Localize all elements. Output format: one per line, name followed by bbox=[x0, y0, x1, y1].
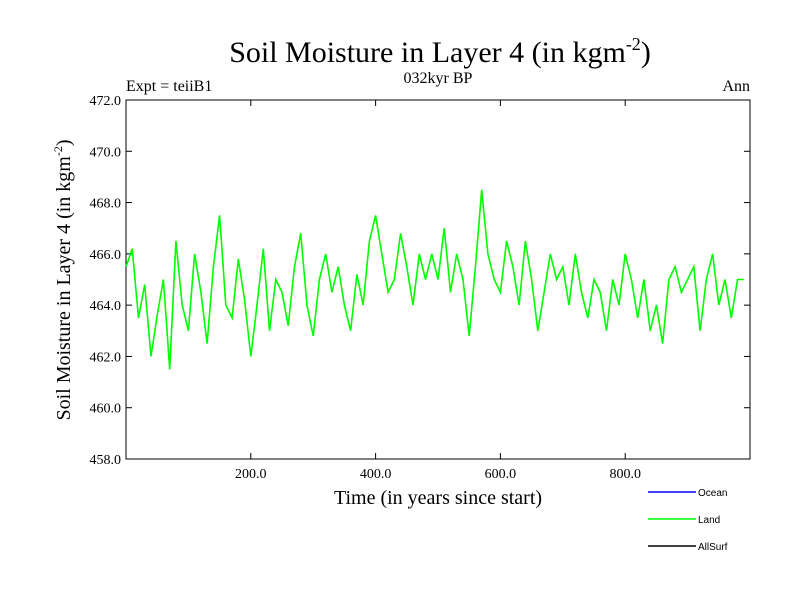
legend-label-allsurf: AllSurf bbox=[698, 542, 728, 553]
y-tick-label: 460.0 bbox=[90, 402, 122, 417]
legend: Ocean Land AllSurf bbox=[648, 488, 728, 553]
legend-label-ocean: Ocean bbox=[698, 488, 727, 499]
x-tick-label: 600.0 bbox=[485, 467, 517, 482]
series-land-line bbox=[125, 189, 744, 370]
y-tick-label: 466.0 bbox=[90, 248, 122, 263]
subtitle-left: Expt = teiiB1 bbox=[126, 78, 212, 95]
y-tick-label: 458.0 bbox=[90, 453, 122, 468]
chart-title: Soil Moisture in Layer 4 (in kgm-2) bbox=[229, 34, 651, 69]
x-tick-label: 200.0 bbox=[235, 467, 267, 482]
x-tick-label: 400.0 bbox=[360, 467, 392, 482]
y-axis-label: Soil Moisture in Layer 4 (in kgm-2) bbox=[51, 139, 75, 420]
series-layer bbox=[125, 189, 744, 370]
legend-label-land: Land bbox=[698, 515, 720, 526]
x-tick-label: 800.0 bbox=[609, 467, 641, 482]
x-axis: 200.0 400.0 600.0 800.0 bbox=[235, 100, 641, 482]
y-axis-label-end: ) bbox=[53, 139, 75, 146]
chart-title-end: ) bbox=[641, 36, 651, 69]
chart-title-superscript: -2 bbox=[626, 34, 641, 54]
y-tick-label: 462.0 bbox=[90, 350, 122, 365]
plot-frame bbox=[125, 99, 751, 460]
y-tick-label: 470.0 bbox=[90, 145, 122, 160]
y-tick-label: 468.0 bbox=[90, 197, 122, 212]
y-tick-label: 472.0 bbox=[90, 94, 122, 109]
subtitle-center: 032kyr BP bbox=[404, 70, 473, 87]
y-axis: 458.0 460.0 462.0 464.0 466.0 468.0 470.0 472.0 bbox=[90, 94, 750, 468]
subtitle-right: Ann bbox=[722, 78, 750, 95]
y-tick-label: 464.0 bbox=[90, 299, 122, 314]
x-axis-label: Time (in years since start) bbox=[334, 487, 542, 509]
y-axis-label-superscript: -2 bbox=[51, 146, 65, 156]
